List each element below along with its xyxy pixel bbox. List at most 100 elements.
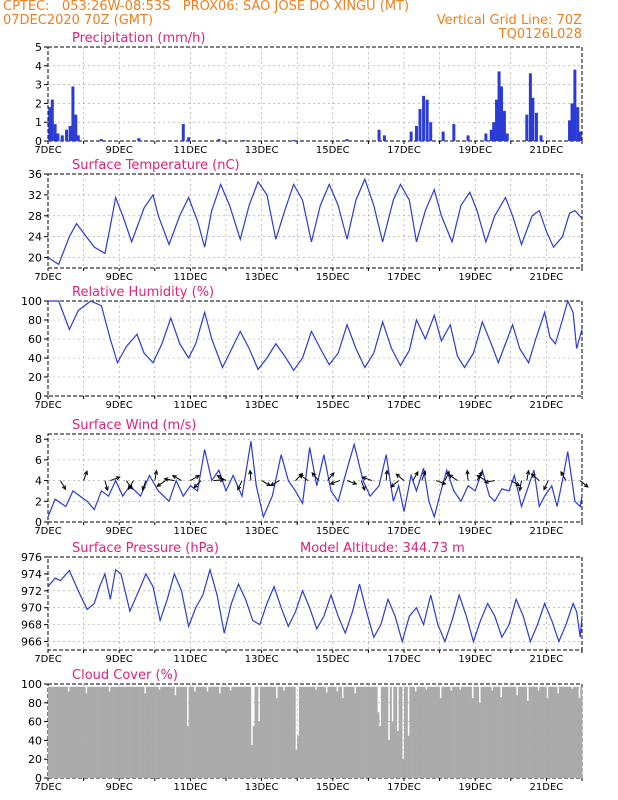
wind-vector [484,480,495,483]
cloud-bar [197,686,200,778]
cloud-bar [135,686,138,778]
cloud-bar [274,686,277,778]
cloud-bar [453,686,456,778]
cloud-bar [411,686,414,778]
cloud-bar [154,686,157,778]
wind-vector [510,480,520,487]
cloud-bar [544,686,547,778]
cloud-bar [83,686,86,778]
pressure-xtick-label: 21DEC [530,654,564,665]
cloud-bar [428,686,431,778]
cloud-bar [558,686,561,778]
cloud-bar [156,686,159,778]
wind-vector [193,480,202,489]
precip-bar [50,99,54,141]
cloud-bar [436,686,439,778]
cloud-bar [256,686,259,778]
cloud-bar [74,686,77,778]
cloud-bar [416,686,419,778]
wind-vector-head [478,470,483,476]
cloud-cover-xtick-label: 9DEC [106,782,133,793]
cloud-bar [526,700,529,778]
cloud-bar [347,686,350,778]
wind-vector-head [441,480,447,485]
cloud-bar [201,686,204,778]
cloud-bar [227,686,230,778]
cloud-bar [122,686,125,778]
cloud-bar [327,686,330,778]
cloud-bar [473,686,476,778]
cloud-bar [293,686,296,778]
precip-bar [534,112,538,141]
pressure-subtitle: Model Altitude: 344.73 m [300,541,465,556]
cloud-bar [510,686,513,778]
precip-bar [60,135,64,141]
precip-bar [76,135,80,141]
cloud-bar [329,686,332,778]
wind-title: Surface Wind (m/s) [72,418,196,433]
cloud-bar [471,698,474,778]
cloud-bar [500,697,503,778]
precip-bar [382,135,386,141]
cloud-bar [231,686,234,778]
cloud-bar [183,686,186,778]
cloud-bar [128,686,131,778]
cloud-bar [113,686,116,778]
humidity-xtick-label: 13DEC [245,400,279,411]
cloud-bar [49,686,52,778]
cloud-bar [88,686,92,778]
humidity-title: Relative Humidity (%) [72,285,214,300]
cloud-bar [137,686,140,778]
wind-vector-head [193,483,198,489]
cloud-bar [432,686,435,778]
cloud-bar [448,686,451,778]
cloud-bar [60,686,63,778]
cloud-bar [379,726,382,778]
cloud-bar [254,686,257,778]
cloud-bar [291,686,294,778]
cloud-bar [345,686,348,778]
cloud-bar [208,686,211,778]
cloud-bar [437,686,440,778]
wind-vector-head [127,485,133,491]
temperature-series-line [47,177,583,266]
humidity-ytick-label: 60 [28,333,42,346]
temperature-ytick-label: 20 [28,252,42,265]
cloud-cover-ytick-label: 80 [28,697,42,710]
precip-bar [489,129,493,141]
cloud-bar [573,686,576,778]
cloud-bar [233,686,236,778]
humidity-frame [47,300,583,397]
cloud-bar [496,686,499,778]
wind-vector [261,480,271,487]
cloud-cover-ytick-label: 40 [28,734,42,747]
humidity-xtick-label: 19DEC [458,400,492,411]
cloud-bar [226,686,229,778]
wind-ytick-label: 4 [35,475,42,488]
cloud-bar [430,686,433,778]
precip-bar [528,73,532,141]
pressure-ytick-label: 970 [21,602,42,615]
cloud-bar [120,686,124,778]
temperature-xtick-label: 15DEC [316,272,350,283]
wind-xtick-label: 9DEC [106,526,133,537]
cloud-bar [243,686,246,778]
cloud-bar [48,686,51,778]
wind-vector-head [352,480,358,485]
precip-bar [181,124,185,141]
precipitation-ytick-label: 4 [35,60,42,73]
cloud-bar [478,702,481,778]
wind-vector [157,480,166,487]
wind-vector [164,478,175,482]
cloud-bar [519,686,522,778]
cloud-bar [119,686,122,778]
cloud-bar [525,686,528,778]
cloud-bar [67,691,70,778]
cloud-bar [341,698,344,778]
humidity-xtick-label: 15DEC [316,400,350,411]
cloud-bar [131,686,134,778]
cloud-cover-xtick-label: 7DEC [34,782,61,793]
cloud-bar [466,686,469,778]
temperature-xtick-label: 7DEC [34,272,61,283]
